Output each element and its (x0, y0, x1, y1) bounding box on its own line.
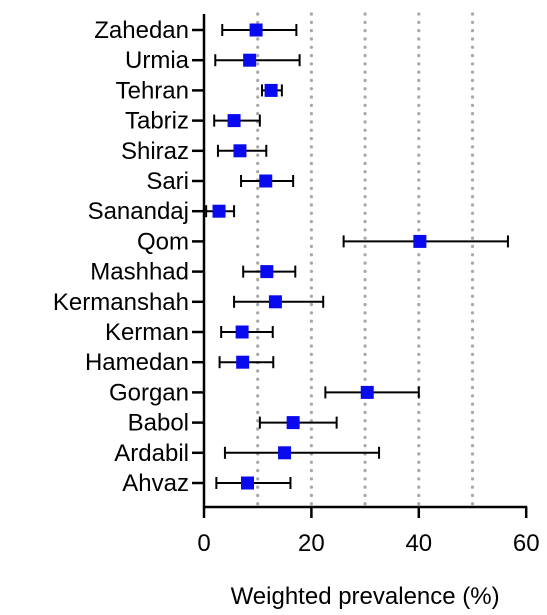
x-tick-label: 40 (405, 530, 432, 557)
x-axis-ticks: 0 20 40 60 (197, 507, 540, 557)
category-label: Ahvaz (122, 470, 189, 497)
estimate-marker (264, 83, 278, 97)
estimate-marker (227, 114, 241, 128)
category-labels: Zahedan Urmia Tehran Tabriz Shiraz Sari Sanand… (53, 17, 204, 497)
category-label: Kermanshah (53, 289, 189, 316)
point-estimates (212, 23, 427, 490)
error-bars (205, 24, 509, 489)
estimate-marker (413, 234, 427, 248)
estimate-marker (286, 416, 300, 430)
category-label: Zahedan (94, 17, 189, 44)
estimate-marker (249, 23, 263, 37)
estimate-marker (259, 174, 273, 188)
estimate-marker (233, 144, 247, 158)
x-tick-label: 60 (513, 530, 540, 557)
category-label: Hamedan (85, 349, 189, 376)
estimate-marker (235, 325, 249, 339)
category-label: Qom (137, 228, 189, 255)
category-label: Kerman (105, 319, 189, 346)
category-label: Mashhad (90, 259, 189, 286)
axes (202, 14, 528, 509)
category-label: Sari (146, 168, 189, 195)
estimate-marker (260, 265, 274, 279)
category-label: Gorgan (109, 379, 189, 406)
category-label: Shiraz (121, 138, 189, 165)
category-label: Urmia (125, 47, 190, 74)
x-tick-label: 0 (197, 530, 210, 557)
estimate-marker (240, 476, 254, 490)
error-bar (214, 54, 301, 67)
estimate-marker (212, 204, 226, 218)
estimate-marker (360, 385, 374, 399)
estimate-marker (278, 446, 292, 460)
estimate-marker (268, 295, 282, 309)
estimate-marker (236, 355, 250, 369)
category-label: Ardabil (114, 440, 189, 467)
category-label: Babol (128, 410, 189, 437)
grid-lines (256, 12, 475, 509)
estimate-marker (243, 53, 257, 67)
category-label: Tehran (116, 77, 189, 104)
category-label: Tabriz (125, 108, 189, 135)
x-axis-title: Weighted prevalence (%) (231, 583, 500, 610)
error-bar (223, 446, 381, 459)
x-tick-label: 20 (298, 530, 325, 557)
category-label: Sanandaj (88, 198, 189, 225)
